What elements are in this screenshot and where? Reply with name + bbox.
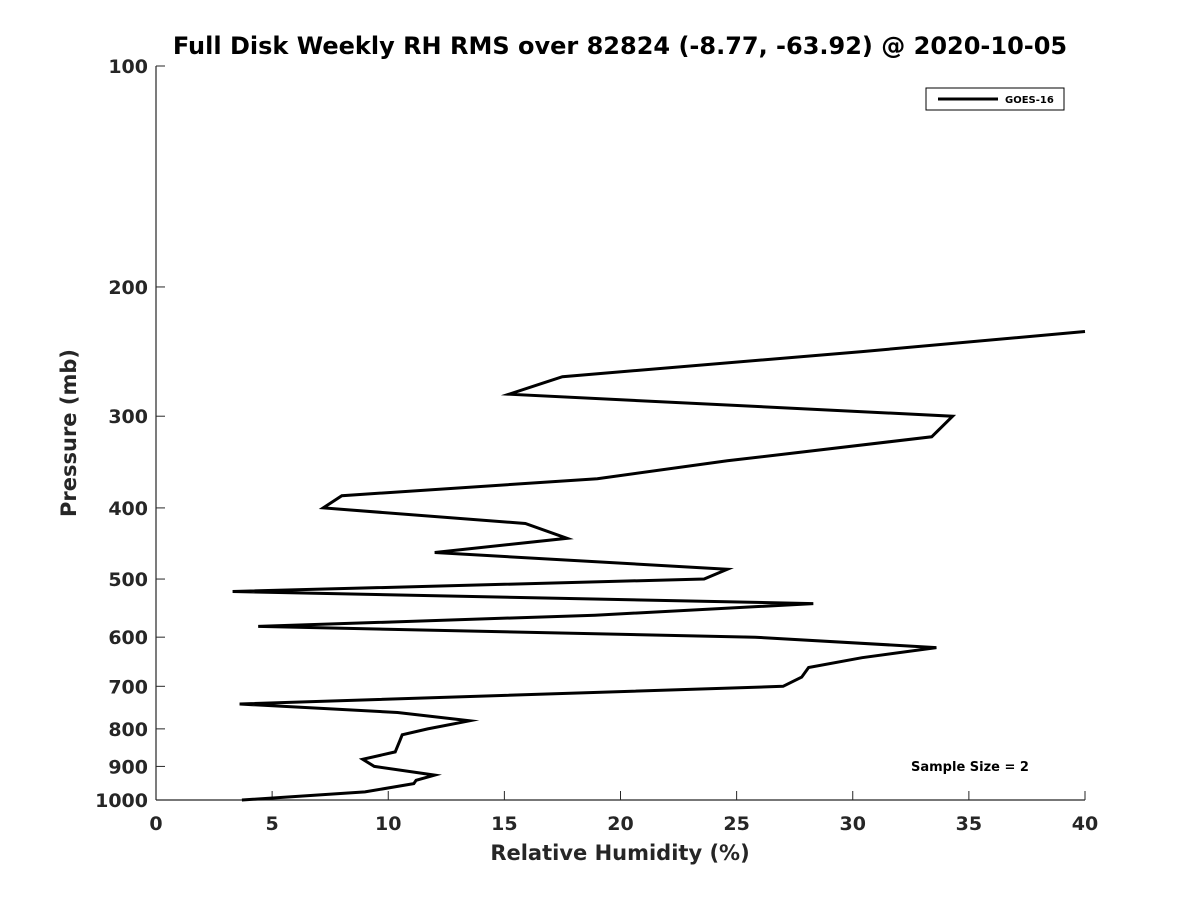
axes [155,66,1085,801]
y-tick-label: 500 [108,569,148,591]
x-tick-label: 25 [723,813,749,835]
x-tick-label: 5 [266,813,279,835]
chart-title: Full Disk Weekly RH RMS over 82824 (-8.7… [173,32,1067,60]
y-tick-label: 200 [108,277,148,299]
x-axis-label: Relative Humidity (%) [490,841,749,865]
x-tick-label: 15 [491,813,517,835]
x-tick-label: 35 [956,813,982,835]
x-tick-label: 20 [607,813,633,835]
x-axis-ticks: 0 5 10 15 20 25 30 35 40 [149,791,1098,835]
y-tick-label: 800 [108,719,148,741]
series-group [232,330,1086,802]
x-tick-label: 10 [375,813,401,835]
y-tick-label: 600 [108,627,148,649]
legend-label-goes-16: GOES-16 [1005,95,1054,106]
sample-size-annotation: Sample Size = 2 [911,760,1029,775]
y-tick-label: 900 [108,756,148,778]
x-tick-label: 30 [840,813,866,835]
series-line-goes-16 [232,330,1086,802]
y-axis-label: Pressure (mb) [57,349,81,517]
x-tick-label: 0 [149,813,162,835]
y-tick-label: 300 [108,406,148,428]
y-tick-label: 100 [108,56,148,78]
legend: GOES-16 [925,87,1065,111]
y-tick-label: 700 [108,676,148,698]
y-tick-label: 400 [108,498,148,520]
y-axis-ticks: 100 200 300 400 500 600 700 800 900 1000 [95,56,165,812]
y-tick-label: 1000 [95,790,148,812]
x-tick-label: 40 [1072,813,1098,835]
